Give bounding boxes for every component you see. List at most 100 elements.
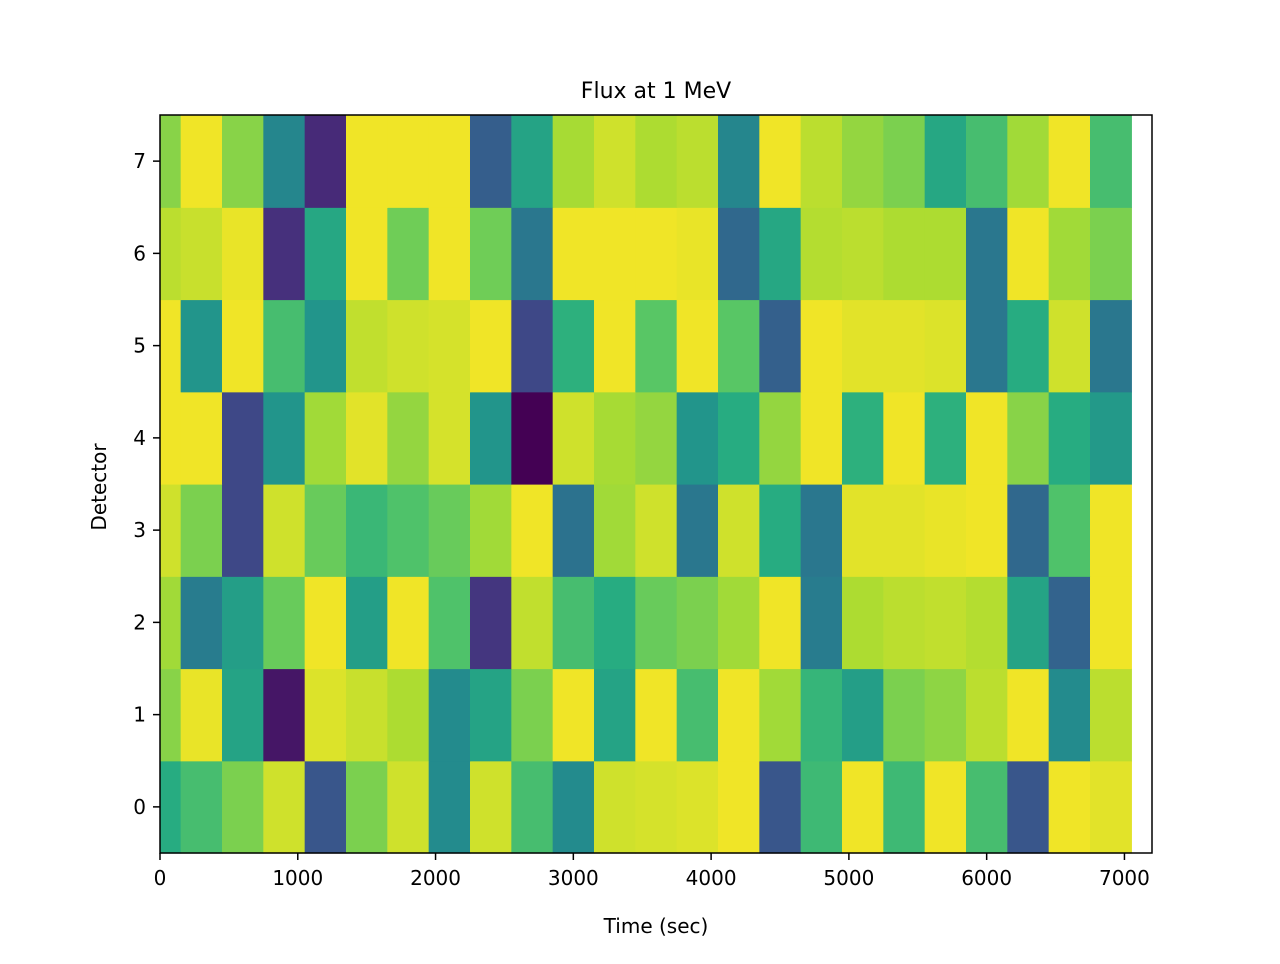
heatmap-cell (1007, 115, 1050, 208)
heatmap-cell (511, 668, 554, 762)
heatmap-cell (552, 576, 595, 670)
y-tick-label: 6 (133, 241, 146, 265)
heatmap-cell (304, 115, 347, 208)
heatmap-cell (842, 760, 884, 854)
heatmap-cell (470, 115, 512, 208)
heatmap-cell (1007, 760, 1050, 854)
y-tick-label: 7 (133, 149, 146, 173)
heatmap-cell (304, 484, 347, 577)
heatmap-cell (924, 391, 967, 485)
heatmap-cell (428, 484, 471, 577)
heatmap-cell (222, 576, 264, 670)
heatmap-cell (800, 115, 843, 208)
heatmap-cell (883, 207, 926, 301)
heatmap-cell (222, 668, 264, 762)
x-tick-label: 3000 (548, 866, 599, 890)
heatmap-cell (263, 760, 306, 854)
heatmap-cell (428, 576, 471, 670)
heatmap-cell (676, 391, 719, 485)
heatmap-cell (346, 115, 388, 208)
heatmap-cell (304, 576, 347, 670)
x-tick-label: 7000 (1099, 866, 1150, 890)
heatmap-cell (759, 115, 802, 208)
heatmap-cell (470, 299, 512, 393)
heatmap-cell (428, 207, 471, 301)
heatmap-cell (1090, 576, 1132, 670)
chart-title: Flux at 1 MeV (581, 79, 731, 104)
heatmap-cell (552, 760, 595, 854)
heatmap-cell (160, 299, 182, 393)
heatmap-cells (160, 115, 1132, 854)
y-tick-label: 5 (133, 334, 146, 358)
heatmap-cell (966, 668, 1008, 762)
heatmap-cell (346, 207, 388, 301)
heatmap-cell (883, 668, 926, 762)
heatmap-cell (1048, 299, 1091, 393)
heatmap-cell (263, 115, 306, 208)
heatmap-cell (1007, 484, 1050, 577)
heatmap-cell (883, 576, 926, 670)
heatmap-cell (800, 299, 843, 393)
heatmap-cell (924, 484, 967, 577)
heatmap-cell (883, 299, 926, 393)
heatmap-cell (180, 115, 223, 208)
heatmap-cell (966, 760, 1008, 854)
heatmap-cell (594, 115, 636, 208)
heatmap-cell (180, 760, 223, 854)
heatmap-cell (883, 760, 926, 854)
heatmap-cell (842, 668, 884, 762)
heatmap-cell (552, 207, 595, 301)
heatmap-cell (180, 299, 223, 393)
heatmap-cell (387, 115, 430, 208)
heatmap-cell (635, 484, 678, 577)
heatmap-cell (263, 484, 306, 577)
heatmap-cell (470, 576, 512, 670)
heatmap-cell (160, 760, 182, 854)
heatmap-cell (676, 207, 719, 301)
heatmap-cell (304, 760, 347, 854)
heatmap-cell (635, 391, 678, 485)
heatmap-cell (1090, 391, 1132, 485)
heatmap-cell (346, 484, 388, 577)
heatmap-cell (304, 207, 347, 301)
heatmap-cell (346, 299, 388, 393)
heatmap-cell (511, 484, 554, 577)
heatmap-cell (470, 668, 512, 762)
heatmap-cell (718, 299, 760, 393)
heatmap-cell (1048, 668, 1091, 762)
heatmap-cell (842, 484, 884, 577)
heatmap-cell (883, 115, 926, 208)
heatmap-cell (222, 760, 264, 854)
heatmap-cell (800, 391, 843, 485)
x-tick-label: 4000 (686, 866, 737, 890)
heatmap-cell (1090, 760, 1132, 854)
heatmap-cell (511, 760, 554, 854)
heatmap-cell (924, 668, 967, 762)
heatmap-cell (635, 668, 678, 762)
heatmap-cell (1007, 207, 1050, 301)
heatmap-cell (800, 484, 843, 577)
heatmap-cell (304, 299, 347, 393)
heatmap-cell (428, 299, 471, 393)
y-tick-label: 3 (133, 518, 146, 542)
heatmap-cell (346, 668, 388, 762)
heatmap-cell (966, 391, 1008, 485)
heatmap-cell (635, 299, 678, 393)
heatmap-cell (304, 391, 347, 485)
heatmap-cell (1048, 576, 1091, 670)
heatmap-cell (222, 391, 264, 485)
heatmap-cell (552, 484, 595, 577)
heatmap-cell (387, 484, 430, 577)
heatmap-cell (1090, 484, 1132, 577)
heatmap-cell (718, 115, 760, 208)
heatmap-cell (676, 299, 719, 393)
heatmap-cell (387, 391, 430, 485)
heatmap-cell (1007, 576, 1050, 670)
heatmap-cell (511, 299, 554, 393)
heatmap-cell (594, 760, 636, 854)
heatmap-cell (387, 760, 430, 854)
heatmap-cell (428, 391, 471, 485)
heatmap-cell (346, 760, 388, 854)
heatmap-cell (924, 207, 967, 301)
heatmap-cell (1048, 391, 1091, 485)
